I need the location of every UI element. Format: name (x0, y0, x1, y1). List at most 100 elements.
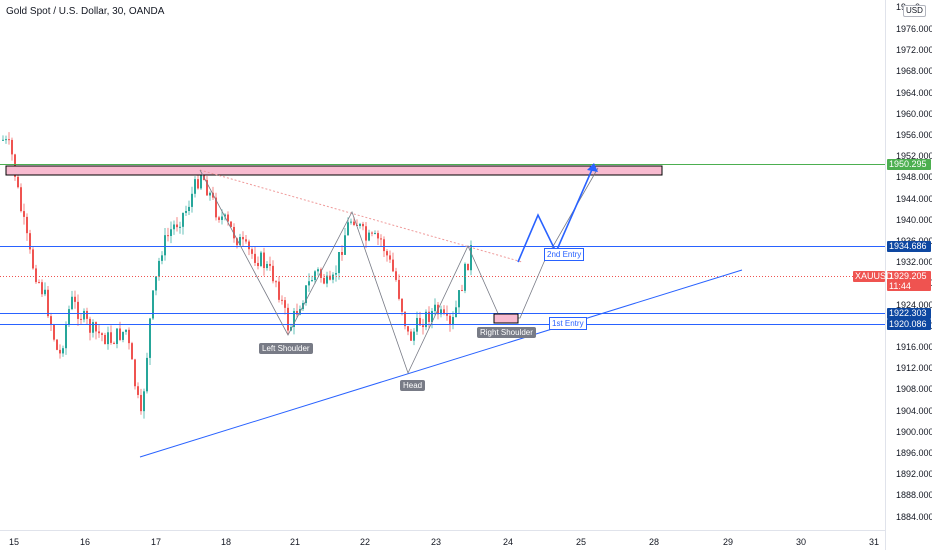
time-tick: 30 (795, 537, 807, 547)
price-tick: 1916.000 (896, 342, 932, 352)
candle-body (254, 253, 256, 263)
candle-body (158, 260, 160, 277)
candle-body (11, 139, 13, 155)
candle-body (137, 386, 139, 395)
candle-body (8, 139, 10, 141)
candle-body (140, 394, 142, 412)
candle-body (101, 333, 103, 335)
candle-body (452, 316, 454, 325)
projected-path[interactable] (517, 164, 595, 263)
right-shoulder-label: Right Shoulder (477, 327, 536, 338)
price-tick: 1924.000 (896, 299, 932, 310)
time-axis[interactable]: 15 16 17 18 21 22 23 24 25 28 29 30 31 (0, 530, 885, 551)
candle-body (134, 359, 136, 387)
time-tick: 24 (502, 537, 514, 547)
candle-body (392, 259, 394, 272)
candle-body (293, 311, 295, 327)
candle-body (443, 309, 445, 314)
candle-body (287, 307, 289, 331)
candle-body (467, 263, 469, 271)
candle-body (29, 233, 31, 250)
candle-body (128, 329, 130, 344)
time-tick: 18 (220, 537, 232, 547)
price-tick: 1900.000 (896, 426, 932, 437)
candle-body (5, 139, 7, 141)
candle-body (38, 282, 40, 284)
price-tick: 1896.000 (896, 448, 932, 458)
head-label: Head (400, 380, 426, 391)
resistance-zone[interactable] (5, 165, 663, 176)
price-tick: 1904.000 (896, 405, 932, 416)
current-price-value: 1929.205 (889, 271, 927, 281)
candle-body (56, 339, 58, 350)
candle-body (269, 263, 271, 266)
price-tick: 1944.000 (896, 193, 932, 204)
candle-body (176, 224, 178, 228)
bar-countdown: 11:44 (889, 281, 911, 291)
candle-body (317, 269, 319, 272)
price-tick: 1932.000 (896, 257, 932, 268)
candle-body (179, 226, 181, 228)
ascending-trendline[interactable] (139, 269, 743, 458)
candle-body (209, 192, 211, 196)
candle-body (425, 311, 427, 328)
symbol-tag: XAUUSD (853, 271, 893, 282)
first-entry-box[interactable] (493, 313, 519, 324)
candle-body (146, 357, 148, 392)
candle-body (59, 349, 61, 354)
candle-body (446, 313, 448, 316)
candle-body (20, 187, 22, 212)
pattern-zigzag[interactable] (199, 167, 599, 375)
candle-body (398, 279, 400, 299)
time-tick: 29 (722, 537, 734, 547)
candle-body (197, 179, 199, 189)
chart-canvas[interactable] (0, 0, 885, 530)
candle-body (275, 281, 277, 283)
time-tick: 22 (359, 537, 371, 547)
candle-body (365, 226, 367, 241)
first-entry-label: 1st Entry (549, 317, 587, 330)
candle-body (200, 175, 202, 189)
price-tick: 1956.000 (896, 130, 932, 140)
candle-body (422, 325, 424, 328)
candle-body (206, 180, 208, 196)
price-tick: 1960.000 (896, 108, 932, 119)
candle-body (347, 222, 349, 236)
candle-body (284, 300, 286, 308)
candle-body (116, 328, 118, 344)
candle-body (278, 281, 280, 300)
time-tick: 25 (575, 537, 587, 547)
candle-body (401, 298, 403, 312)
candle-body (35, 268, 37, 283)
candle-body (170, 229, 172, 236)
candle-body (326, 275, 328, 284)
price-tick: 1952.000 (896, 151, 932, 162)
candle-body (359, 223, 361, 226)
chart-pane[interactable]: Gold Spot / U.S. Dollar, 30, OANDA Left … (0, 0, 885, 530)
time-tick: 15 (8, 537, 20, 547)
candle-body (167, 235, 169, 237)
candle-body (260, 252, 262, 267)
candle-body (119, 328, 121, 340)
price-tick: 1964.000 (896, 87, 932, 98)
candle-body (413, 331, 415, 341)
candle-body (323, 277, 325, 284)
price-tick: 1888.000 (896, 490, 932, 501)
currency-badge[interactable]: USD (903, 5, 926, 17)
candle-body (458, 290, 460, 308)
candle-body (266, 263, 268, 269)
candle-body (428, 311, 430, 322)
candle-body (263, 252, 265, 269)
candle-body (404, 311, 406, 327)
price-tick: 1940.000 (896, 214, 932, 225)
price-tick: 1948.000 (896, 172, 932, 183)
candle-body (389, 255, 391, 260)
candle-body (65, 324, 67, 349)
candle-body (149, 318, 151, 358)
candle-body (350, 221, 352, 223)
candle-body (32, 249, 34, 269)
candle-body (17, 176, 19, 188)
candle-body (449, 315, 451, 325)
price-tick: 1968.000 (896, 66, 932, 77)
time-tick: 17 (150, 537, 162, 547)
